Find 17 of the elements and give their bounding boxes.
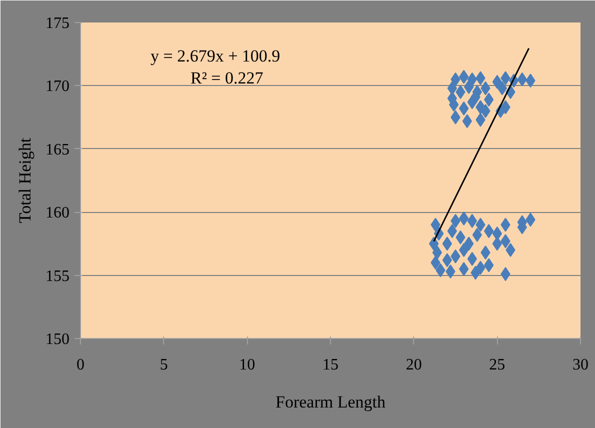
x-tick-label: 15 <box>322 356 338 374</box>
y-tick-label: 150 <box>46 331 70 348</box>
y-axis-title: Total Height <box>16 138 34 224</box>
y-tick-label: 175 <box>46 15 70 32</box>
x-tick-label: 10 <box>239 356 256 374</box>
x-tick-label: 0 <box>76 356 84 374</box>
y-tick-label: 170 <box>46 78 70 96</box>
x-axis-title: Forearm Length <box>276 392 386 412</box>
y-tick-label: 160 <box>46 204 70 222</box>
x-tick-label: 5 <box>160 356 168 374</box>
annotation: y = 2.679x + 100.9 <box>150 46 280 66</box>
x-tick-label: 20 <box>406 356 422 374</box>
x-tick-label: 30 <box>572 356 588 374</box>
x-tick-label: 25 <box>489 356 506 374</box>
y-tick-label: 165 <box>46 141 70 158</box>
annotation: R² = 0.227 <box>190 68 264 88</box>
y-tick-label: 155 <box>46 268 70 285</box>
